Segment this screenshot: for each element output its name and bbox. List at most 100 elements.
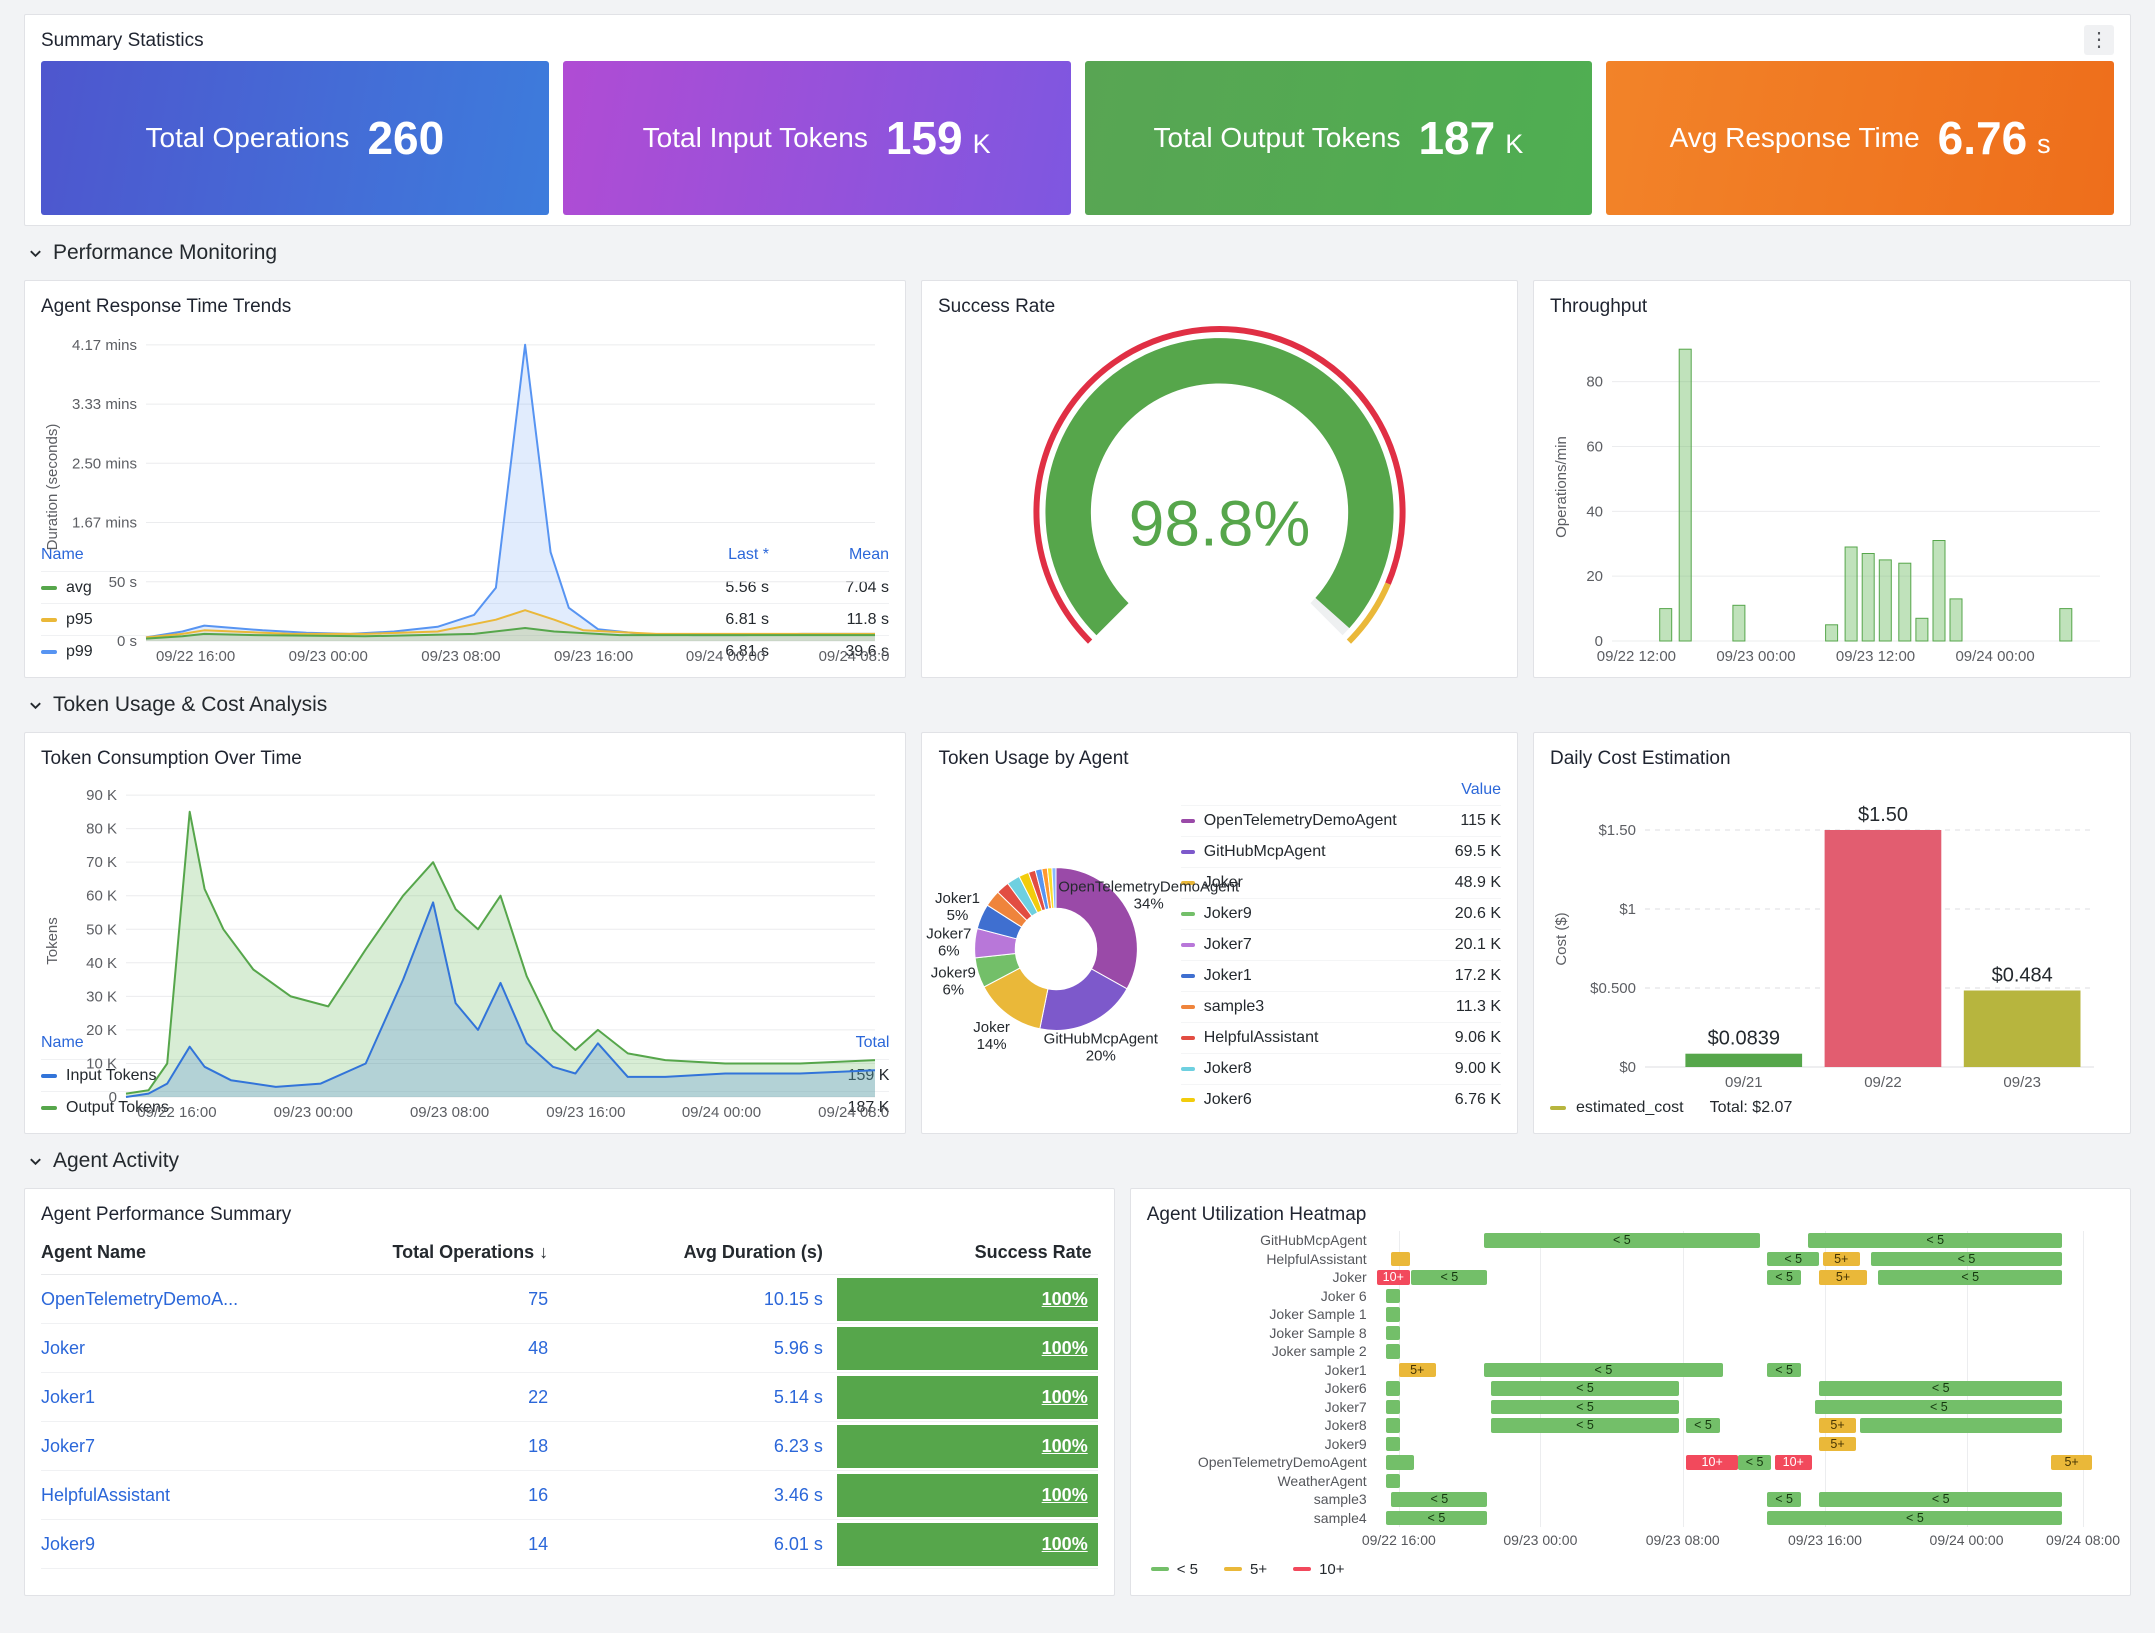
heatmap-legend-item[interactable]: 10+: [1293, 1561, 1345, 1578]
heatmap-segment[interactable]: < 5: [1490, 1381, 1679, 1396]
stat-card[interactable]: Total Operations 260: [41, 61, 549, 215]
legend-col-name[interactable]: Name: [41, 1034, 84, 1051]
throughput-chart[interactable]: 80 60 40 20 0 09/22 12:00 09/23 00:00 09/23 12:…: [1550, 323, 2114, 667]
heatmap-segment[interactable]: [1385, 1325, 1401, 1340]
heatmap-segment[interactable]: < 5: [1483, 1362, 1724, 1377]
legend-row[interactable]: sample3 11.3 K: [1180, 991, 1501, 1022]
heatmap-segment[interactable]: [1391, 1251, 1410, 1266]
agent-name-link[interactable]: Joker: [41, 1337, 86, 1358]
heatmap-plot[interactable]: < 5 < 5 < 5 5+ < 5 10+ < 5 < 5 5+ < 5 5+ < 5 < 5 < 5 <…: [1376, 1231, 2114, 1527]
heatmap-segment[interactable]: < 5: [1737, 1455, 1772, 1470]
legend-row[interactable]: GitHubMcpAgent 69.5 K: [1180, 836, 1501, 867]
daily-cost-chart[interactable]: $1.50 $1 $0.500 $0 Cost ($) $0.0839 09/21 $1.50…: [1550, 775, 2114, 1093]
heatmap-legend-item[interactable]: < 5: [1150, 1561, 1198, 1578]
heatmap-segment[interactable]: < 5: [1490, 1418, 1679, 1433]
heatmap-segment[interactable]: < 5: [1878, 1270, 2063, 1285]
heatmap-segment[interactable]: 5+: [1819, 1418, 1856, 1433]
section-header-token-usage[interactable]: Token Usage & Cost Analysis: [24, 678, 2131, 732]
donut-slice[interactable]: [1051, 867, 1057, 909]
section-header-agent-activity[interactable]: Agent Activity: [24, 1134, 2131, 1188]
legend-value-header[interactable]: Value: [1461, 781, 1501, 798]
heatmap-segment[interactable]: < 5: [1819, 1492, 2063, 1507]
response-time-chart[interactable]: 4.17 mins 3.33 mins 2.50 mins 1.67 mins 50 s…: [41, 323, 889, 665]
agent-name-link[interactable]: Joker9: [41, 1533, 96, 1554]
stat-card[interactable]: Total Input Tokens 159 K: [562, 61, 1071, 215]
legend-row[interactable]: HelpfulAssistant 9.06 K: [1180, 1022, 1501, 1053]
legend-col[interactable]: Mean: [848, 546, 889, 563]
cost-bar[interactable]: [1963, 990, 2081, 1068]
agent-name-link[interactable]: OpenTelemetryDemoA...: [41, 1288, 239, 1309]
legend-row[interactable]: Output Tokens 187 K: [41, 1091, 890, 1123]
panel-menu-button[interactable]: ⋮: [2084, 25, 2114, 55]
heatmap-segment[interactable]: 5+: [2051, 1455, 2092, 1470]
heatmap-segment[interactable]: [1385, 1381, 1401, 1396]
legend-row[interactable]: Joker7 20.1 K: [1180, 929, 1501, 960]
heatmap-segment[interactable]: 5+: [1822, 1251, 1860, 1266]
column-header-success-rate[interactable]: Success Rate: [974, 1242, 1092, 1262]
heatmap-segment[interactable]: [1859, 1418, 2063, 1433]
heatmap-segment[interactable]: [1385, 1473, 1401, 1488]
cost-bar[interactable]: [1824, 830, 1942, 1067]
stat-card[interactable]: Total Output Tokens 187 K: [1084, 61, 1593, 215]
stat-card[interactable]: Avg Response Time 6.76 s: [1606, 61, 2114, 215]
heatmap-segment[interactable]: 10+: [1774, 1455, 1812, 1470]
table-row[interactable]: Joker7 18 6.23 s 100%: [41, 1422, 1098, 1471]
legend-row[interactable]: Joker8 9.00 K: [1180, 1053, 1501, 1084]
heatmap-segment[interactable]: [1385, 1418, 1401, 1433]
legend-col[interactable]: Last *: [728, 546, 769, 563]
legend-row[interactable]: p95 6.81 s 11.8 s: [41, 603, 889, 635]
heatmap-segment[interactable]: < 5: [1490, 1399, 1679, 1414]
column-header-total-operations[interactable]: Total Operations ↓: [392, 1242, 549, 1262]
heatmap-segment[interactable]: < 5: [1767, 1251, 1820, 1266]
legend-row[interactable]: Joker6 6.76 K: [1180, 1084, 1501, 1115]
heatmap-segment[interactable]: 10+: [1376, 1270, 1410, 1285]
column-header-agent-name[interactable]: Agent Name: [41, 1242, 147, 1262]
table-row[interactable]: Joker9 14 6.01 s 100%: [41, 1520, 1098, 1569]
heatmap-segment[interactable]: < 5: [1819, 1381, 2063, 1396]
token-usage-donut-chart[interactable]: OpenTelemetryDemoAgent 34% GitHubMcpAgent 2…: [927, 775, 1240, 1123]
legend-row[interactable]: avg 5.56 s 7.04 s: [41, 571, 889, 603]
table-row[interactable]: Joker 48 5.96 s 100%: [41, 1324, 1098, 1373]
legend-col[interactable]: Total: [855, 1034, 890, 1051]
token-consumption-chart[interactable]: 90 K 80 K 70 K 60 K 50 K 40 K 30 K 20 K 10 K 0 09/…: [41, 775, 889, 1121]
heatmap-legend-item[interactable]: 5+: [1223, 1561, 1267, 1578]
heatmap-segment[interactable]: 5+: [1398, 1362, 1436, 1377]
heatmap-segment[interactable]: < 5: [1808, 1233, 2063, 1248]
donut-slice[interactable]: [1055, 867, 1139, 990]
heatmap-segment[interactable]: 5+: [1819, 1270, 1867, 1285]
heatmap-segment[interactable]: < 5: [1870, 1251, 2063, 1266]
heatmap-segment[interactable]: < 5: [1483, 1233, 1761, 1248]
heatmap-segment[interactable]: [1385, 1288, 1401, 1303]
legend-row[interactable]: Joker 48.9 K: [1180, 867, 1501, 898]
heatmap-segment[interactable]: [1385, 1399, 1401, 1414]
heatmap-segment[interactable]: < 5: [1391, 1492, 1488, 1507]
heatmap-segment[interactable]: [1385, 1455, 1414, 1470]
heatmap-segment[interactable]: [1385, 1307, 1401, 1322]
heatmap-segment[interactable]: [1385, 1344, 1401, 1359]
heatmap-segment[interactable]: < 5: [1411, 1270, 1488, 1285]
heatmap-segment[interactable]: < 5: [1385, 1510, 1488, 1525]
legend-row[interactable]: Joker1 17.2 K: [1180, 960, 1501, 991]
legend-row[interactable]: OpenTelemetryDemoAgent 115 K: [1180, 805, 1501, 836]
cost-bar[interactable]: [1685, 1053, 1803, 1067]
legend-row[interactable]: Joker9 20.6 K: [1180, 898, 1501, 929]
table-row[interactable]: HelpfulAssistant 16 3.46 s 100%: [41, 1471, 1098, 1520]
heatmap-segment[interactable]: < 5: [1686, 1418, 1720, 1433]
heatmap-segment[interactable]: < 5: [1815, 1399, 2063, 1414]
heatmap-segment[interactable]: < 5: [1767, 1270, 1801, 1285]
agent-name-link[interactable]: Joker7: [41, 1435, 96, 1456]
heatmap-segment[interactable]: 10+: [1686, 1455, 1738, 1470]
agent-name-link[interactable]: Joker1: [41, 1386, 96, 1407]
column-header-avg-duration[interactable]: Avg Duration (s): [683, 1242, 823, 1262]
heatmap-segment[interactable]: < 5: [1767, 1510, 2063, 1525]
cost-series-name[interactable]: estimated_cost: [1576, 1099, 1684, 1116]
heatmap-segment[interactable]: 5+: [1819, 1436, 1856, 1451]
heatmap-segment[interactable]: < 5: [1767, 1362, 1801, 1377]
table-row[interactable]: Joker1 22 5.14 s 100%: [41, 1373, 1098, 1422]
agent-name-link[interactable]: HelpfulAssistant: [41, 1484, 171, 1505]
section-header-performance-monitoring[interactable]: Performance Monitoring: [24, 226, 2131, 280]
heatmap-segment[interactable]: < 5: [1767, 1492, 1801, 1507]
legend-row[interactable]: p99 6.81 s 39.6 s: [41, 635, 889, 667]
heatmap-segment[interactable]: [1385, 1436, 1401, 1451]
table-row[interactable]: OpenTelemetryDemoA... 75 10.15 s 100%: [41, 1275, 1098, 1324]
